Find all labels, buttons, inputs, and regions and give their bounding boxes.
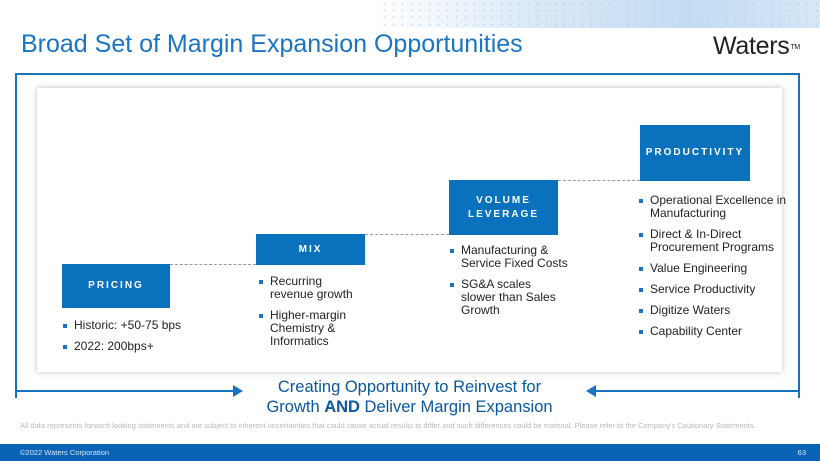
list-item: Manufacturing & Service Fixed Costs bbox=[448, 244, 568, 270]
list-item: SG&A scales slower than Sales Growth bbox=[448, 278, 568, 317]
list-item: Value Engineering bbox=[637, 262, 787, 275]
arrow-right-icon bbox=[233, 385, 243, 397]
bottom-message-line1: Creating Opportunity to Reinvest for bbox=[277, 378, 542, 396]
bottom-message-line2: Growth AND Deliver Margin Expansion bbox=[232, 397, 587, 417]
arrow-left-line bbox=[15, 390, 237, 392]
copyright: ©2022 Waters Corporation bbox=[20, 448, 110, 457]
step-connector bbox=[365, 234, 449, 235]
step-connector bbox=[170, 264, 256, 265]
list-item: 2022: 200bps+ bbox=[61, 340, 186, 353]
bottom-message: Creating Opportunity to Reinvest for Gro… bbox=[232, 377, 587, 417]
header-dots bbox=[380, 0, 820, 28]
list-item: Capability Center bbox=[637, 325, 787, 338]
line2-post: Deliver Margin Expansion bbox=[359, 398, 553, 416]
step-volume-leverage: VOLUME LEVERAGE bbox=[449, 180, 558, 235]
page-number: 63 bbox=[797, 448, 806, 457]
list-item: Recurring revenue growth bbox=[257, 275, 365, 301]
list-item: Higher-margin Chemistry & Informatics bbox=[257, 309, 365, 348]
slide-title: Broad Set of Margin Expansion Opportunit… bbox=[21, 30, 523, 58]
list-item: Operational Excellence in Manufacturing bbox=[637, 194, 787, 220]
waters-logo: WatersTM bbox=[713, 32, 800, 61]
list-item: Historic: +50-75 bps bbox=[61, 319, 186, 332]
step-productivity-label: PRODUCTIVITY bbox=[645, 147, 745, 158]
arrow-left-icon bbox=[586, 385, 596, 397]
list-item: Service Productivity bbox=[637, 283, 787, 296]
step-volume-label-line1: VOLUME bbox=[476, 194, 531, 206]
step-mix-label: MIX bbox=[298, 243, 323, 255]
line2-bold: AND bbox=[324, 398, 360, 416]
disclaimer: All data represents forward-looking stat… bbox=[20, 421, 756, 430]
header-decoration bbox=[380, 0, 820, 28]
footer-bar: ©2022 Waters Corporation 63 bbox=[0, 444, 820, 461]
pricing-list: Historic: +50-75 bps 2022: 200bps+ bbox=[61, 319, 186, 361]
arrow-right-line bbox=[590, 390, 800, 392]
outer-frame bbox=[15, 73, 800, 398]
step-mix: MIX bbox=[256, 234, 365, 265]
list-item: Digitize Waters bbox=[637, 304, 787, 317]
logo-trademark: TM bbox=[790, 44, 800, 51]
step-connector bbox=[558, 180, 640, 181]
step-volume-label-line2: LEVERAGE bbox=[467, 208, 539, 220]
step-productivity: PRODUCTIVITY bbox=[640, 125, 750, 181]
list-item: Direct & In-Direct Procurement Programs bbox=[637, 228, 787, 254]
step-pricing-label: PRICING bbox=[88, 280, 144, 291]
mix-list: Recurring revenue growth Higher-margin C… bbox=[257, 275, 365, 356]
line2-pre: Growth bbox=[266, 398, 325, 416]
volume-list: Manufacturing & Service Fixed Costs SG&A… bbox=[448, 244, 568, 325]
productivity-list: Operational Excellence in Manufacturing … bbox=[637, 194, 787, 346]
step-pricing: PRICING bbox=[62, 264, 170, 308]
logo-text: Waters bbox=[713, 32, 790, 60]
